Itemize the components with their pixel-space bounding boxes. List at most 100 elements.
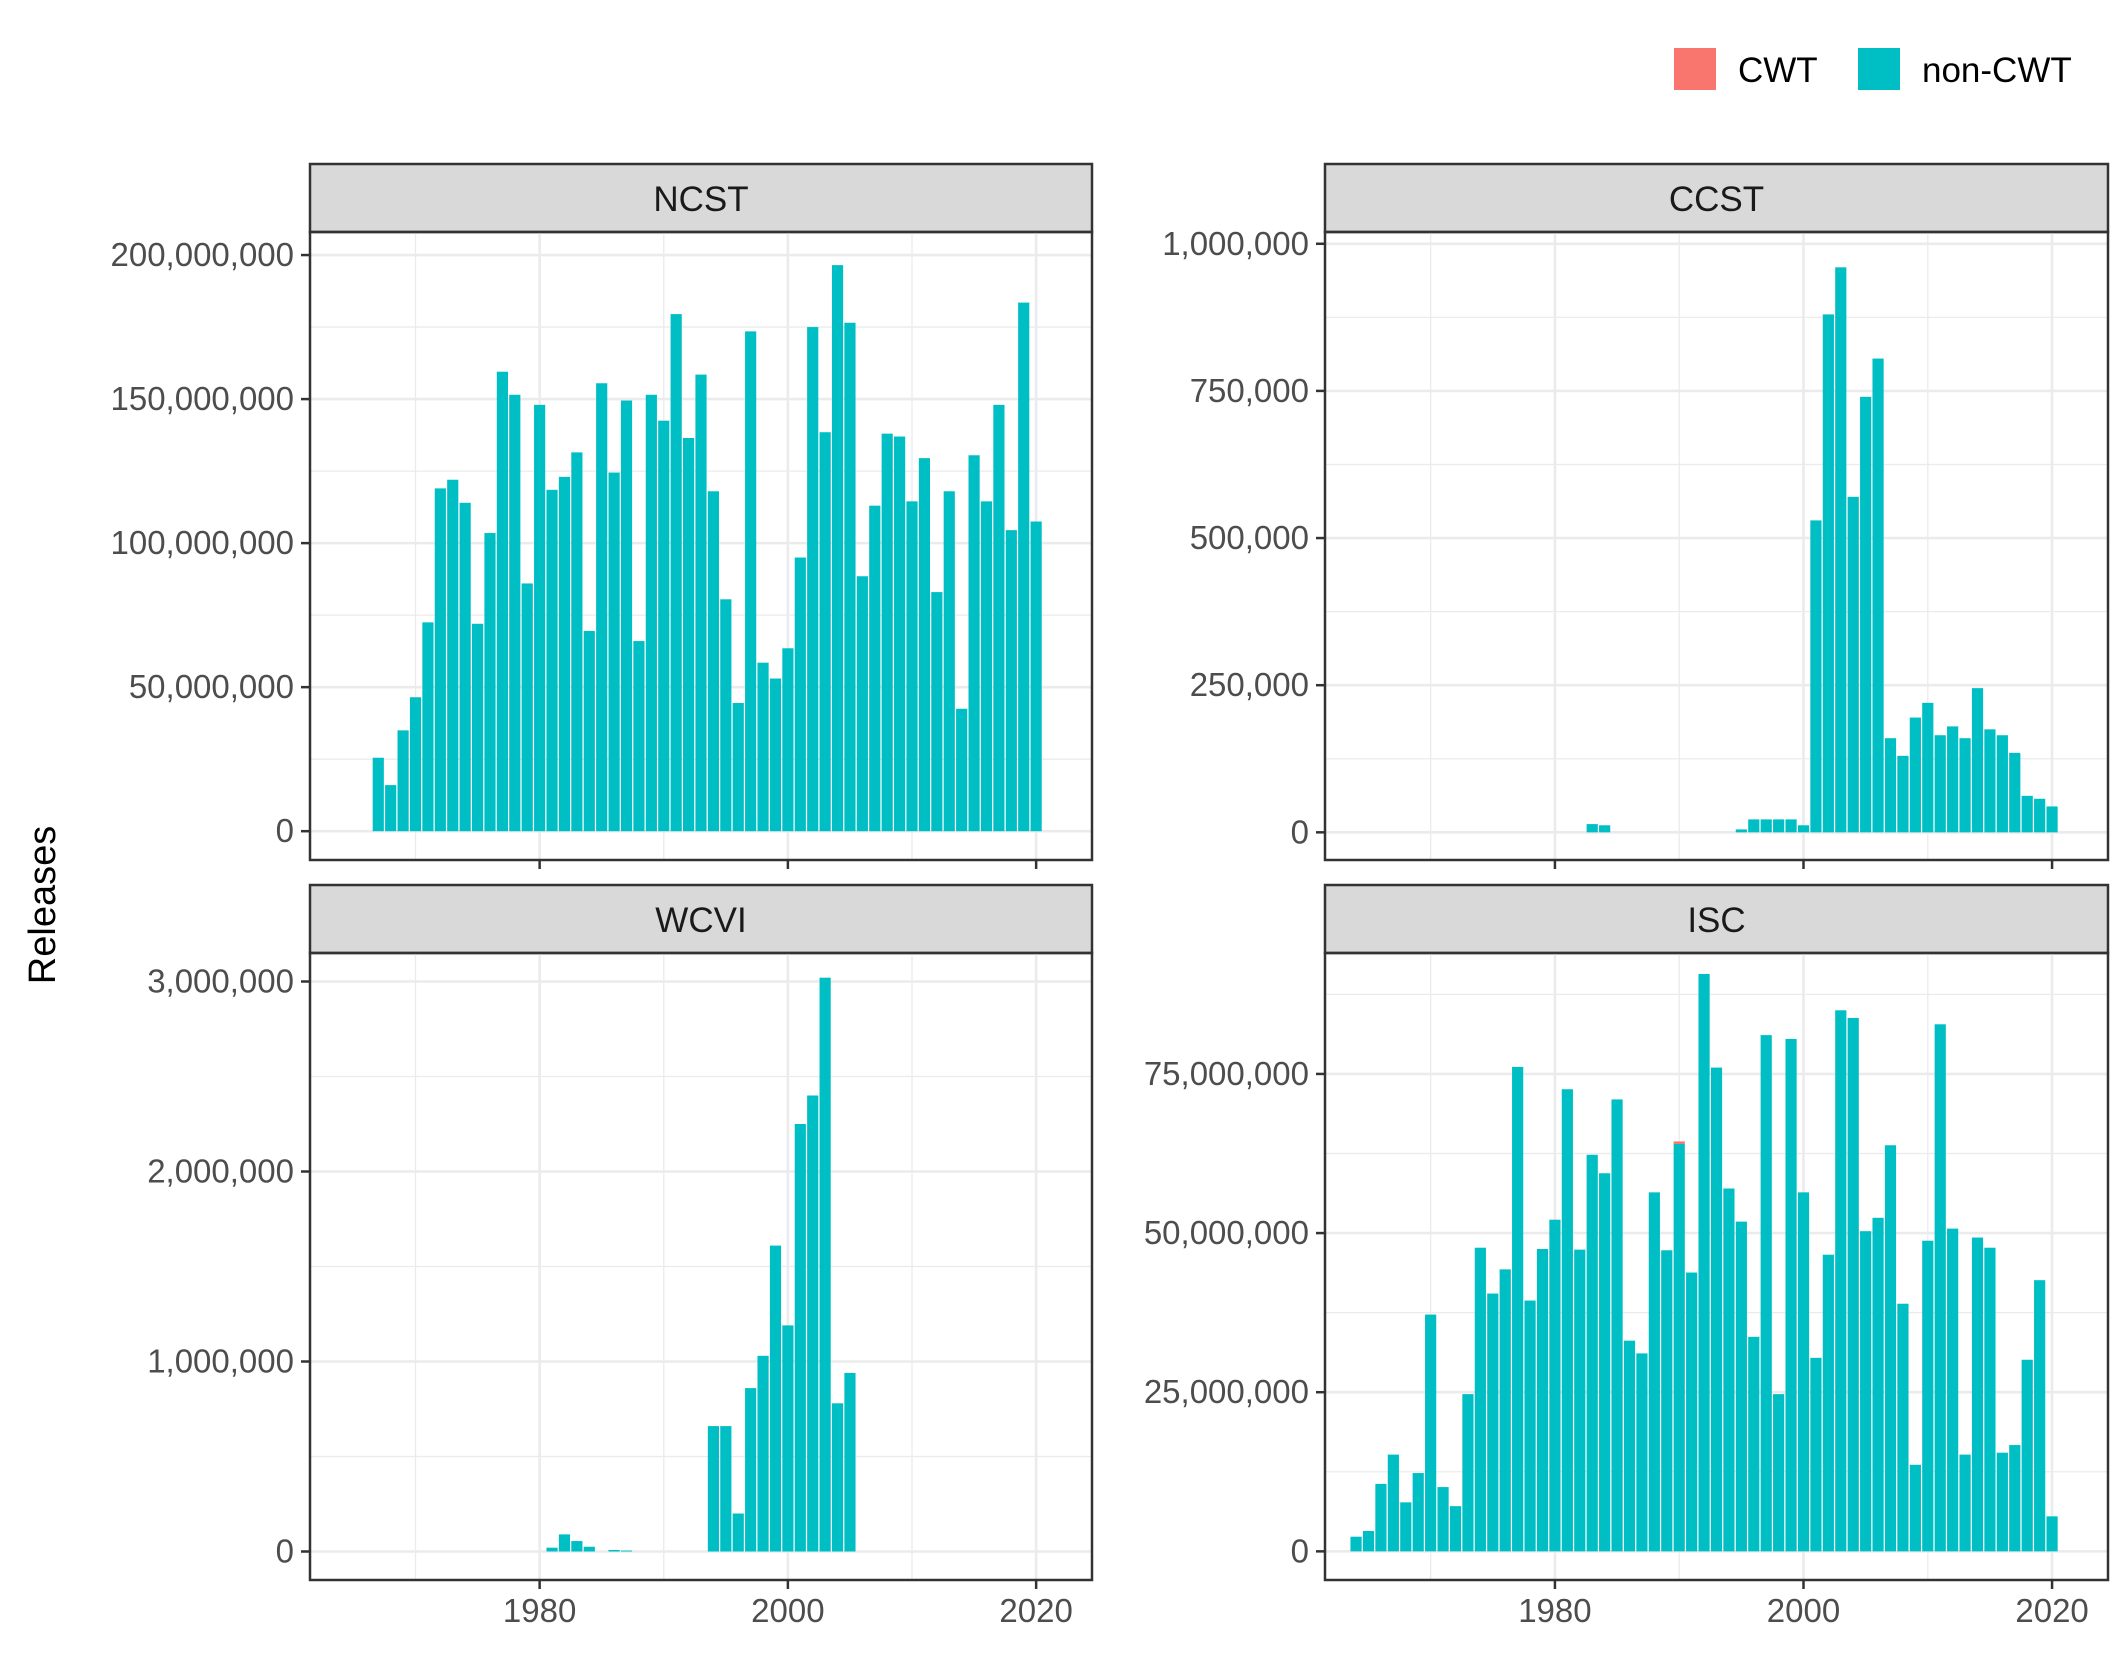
bar-ncst-2010 <box>906 501 918 832</box>
bar-isc-1999 <box>1785 1038 1797 1552</box>
panel-ccst: CCST 0 250,000 500,000 750,000 1,000,000 <box>1162 162 2110 869</box>
bar-ccst-2004 <box>1847 496 1859 833</box>
bar-wcvi-1998 <box>757 1355 769 1552</box>
bar-ccst-2012 <box>1947 726 1959 833</box>
bar-ncst-2008 <box>881 433 893 832</box>
x-tick-label: 2000 <box>1767 1592 1840 1629</box>
bar-isc-2003 <box>1835 1010 1847 1552</box>
bar-wcvi-2005 <box>844 1372 856 1552</box>
bar-isc-1976 <box>1499 1269 1511 1552</box>
bar-ncst-1998 <box>757 662 769 832</box>
bar-ccst-2008 <box>1897 755 1909 833</box>
bar-isc-2011 <box>1934 1024 1946 1552</box>
y-tick-label: 100,000,000 <box>110 524 294 561</box>
bar-ncst-1989 <box>645 394 657 832</box>
bar-ccst-2003 <box>1835 267 1847 833</box>
bar-isc-1985 <box>1611 1099 1623 1552</box>
bar-isc-1966 <box>1375 1483 1387 1552</box>
bar-ccst-2009 <box>1909 717 1921 833</box>
bar-ncst-1983 <box>571 452 583 832</box>
bar-ccst-2020 <box>2046 806 2058 833</box>
bar-ncst-2011 <box>918 458 931 832</box>
bar-ccst-1996 <box>1748 819 1760 833</box>
y-tick-label: 1,000,000 <box>1162 225 1309 262</box>
bar-isc-1997 <box>1760 1035 1772 1552</box>
strip-label-isc: ISC <box>1687 901 1745 940</box>
bar-ncst-1979 <box>521 583 533 832</box>
y-tick-label: 0 <box>1291 813 1309 850</box>
bar-ncst-1984 <box>583 630 595 832</box>
bar-isc-2000 <box>1797 1192 1810 1552</box>
legend-label-cwt: CWT <box>1738 51 1818 90</box>
bar-isc-2015 <box>1984 1247 1996 1552</box>
bar-ccst-2001 <box>1810 520 1822 833</box>
bar-isc-1989 <box>1661 1250 1673 1552</box>
bar-isc-1970 <box>1425 1314 1437 1552</box>
bar-ncst-2002 <box>807 327 819 832</box>
y-tick-label: 750,000 <box>1190 372 1309 409</box>
bar-wcvi-1983 <box>571 1541 583 1552</box>
bar-wcvi-1981 <box>546 1547 558 1552</box>
bar-ncst-2005 <box>844 322 856 832</box>
bar-ncst-1992 <box>683 437 695 832</box>
bar-ccst-2019 <box>2034 798 2046 833</box>
bar-ccst-1999 <box>1785 819 1797 833</box>
bar-wcvi-1994 <box>707 1426 719 1552</box>
bar-ncst-1971 <box>422 622 434 832</box>
legend-key-cwt <box>1674 48 1716 90</box>
y-axis-title: Releases <box>22 826 64 984</box>
bar-ncst-2003 <box>819 432 831 832</box>
bar-ccst-2013 <box>1959 738 1971 833</box>
panel-ncst: NCST 0 50,000,000 100,000,000 150,000,000 200… <box>110 162 1094 869</box>
bar-wcvi-1999 <box>769 1245 782 1552</box>
bar-ccst-2006 <box>1872 358 1884 833</box>
strip-label-ncst: NCST <box>653 180 748 219</box>
bar-ncst-1972 <box>434 488 446 832</box>
bar-ncst-1978 <box>509 394 521 832</box>
bar-isc-1973 <box>1462 1394 1474 1552</box>
bar-isc-2019 <box>2034 1280 2046 1552</box>
bar-ccst-2010 <box>1922 702 1934 833</box>
bar-ccst-2015 <box>1984 729 1996 833</box>
bar-isc-1988 <box>1648 1192 1660 1552</box>
bar-isc-2009 <box>1909 1464 1921 1552</box>
panel-border-wcvi <box>308 951 1094 1582</box>
y-tick-label: 3,000,000 <box>147 963 294 1000</box>
bar-ncst-2020 <box>1030 521 1042 832</box>
bar-isc-1979 <box>1536 1248 1549 1552</box>
bar-wcvi-1986 <box>608 1549 620 1552</box>
bar-isc-2004 <box>1847 1017 1859 1552</box>
bar-cwt-isc-1990 <box>1673 1141 1685 1144</box>
bar-isc-1992 <box>1698 974 1710 1552</box>
strip-label-ccst: CCST <box>1669 180 1764 219</box>
bar-ncst-1987 <box>620 400 633 832</box>
strip-wcvi <box>308 883 1094 955</box>
bar-ccst-2014 <box>1971 688 1984 833</box>
bar-ncst-2017 <box>993 404 1005 832</box>
bar-isc-1990 <box>1673 1143 1685 1552</box>
bar-isc-1983 <box>1586 1154 1598 1552</box>
panel-wcvi: WCVI 0 1,000,000 2,000,000 3,000,000 1980 2000… <box>147 883 1094 1629</box>
bar-isc-1974 <box>1474 1247 1486 1552</box>
bar-ccst-2017 <box>2009 752 2021 833</box>
bar-ncst-1999 <box>769 678 782 832</box>
bar-ncst-1973 <box>447 479 459 832</box>
y-tick-label: 0 <box>276 812 294 849</box>
bar-ncst-1975 <box>471 623 484 832</box>
y-tick-label: 25,000,000 <box>1144 1373 1309 1410</box>
bar-isc-1998 <box>1773 1394 1785 1552</box>
y-tick-label: 1,000,000 <box>147 1343 294 1380</box>
panel-border-ncst <box>308 230 1094 862</box>
bar-isc-1975 <box>1487 1293 1499 1552</box>
bar-isc-1977 <box>1512 1066 1524 1552</box>
bar-wcvi-1996 <box>732 1513 744 1552</box>
bar-isc-2001 <box>1810 1357 1822 1552</box>
bar-isc-2016 <box>1996 1452 2008 1552</box>
bar-isc-1995 <box>1735 1221 1747 1552</box>
bar-ncst-1991 <box>670 314 682 832</box>
bar-isc-1971 <box>1437 1487 1449 1552</box>
bar-ncst-1968 <box>385 785 397 832</box>
bar-isc-1994 <box>1723 1188 1735 1552</box>
bar-ncst-1981 <box>546 489 558 832</box>
